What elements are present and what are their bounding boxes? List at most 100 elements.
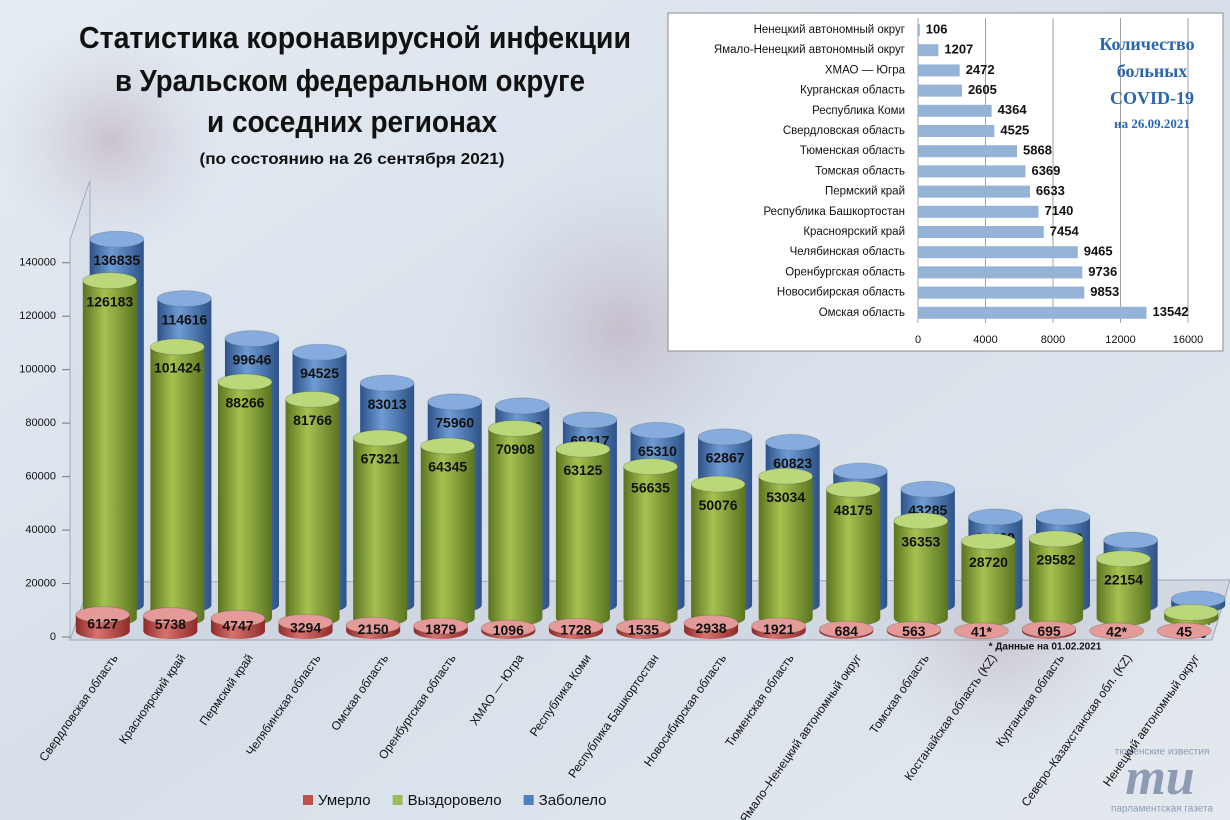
- y-tick-label: Новосибирская область: [777, 287, 905, 299]
- inset-title: больных: [1117, 61, 1188, 81]
- value-label: 4525: [1000, 122, 1029, 137]
- value-label: 2938: [696, 620, 727, 636]
- y-tick-label: Свердловская область: [783, 125, 905, 137]
- value-label: 7140: [1044, 203, 1073, 218]
- value-label: 126183: [86, 293, 133, 309]
- cylinder: [758, 476, 813, 626]
- cylinder-top: [697, 428, 753, 446]
- bar: [918, 266, 1083, 279]
- x-tick-label: 8000: [1041, 334, 1065, 346]
- bar: [918, 286, 1085, 299]
- y-tick-label: 140000: [19, 257, 56, 269]
- inset-title: Количество: [1099, 34, 1194, 54]
- cylinder-top: [142, 607, 198, 625]
- y-tick-label: Оренбургская область: [785, 266, 905, 278]
- value-label: 106: [926, 21, 948, 36]
- cylinder-top: [359, 374, 415, 392]
- bar: [918, 125, 995, 137]
- virus-decoration: [0, 20, 230, 260]
- value-label: 101424: [154, 360, 201, 376]
- value-label: 6633: [1036, 183, 1065, 198]
- y-tick-label: 0: [50, 631, 56, 643]
- bar: [918, 84, 962, 97]
- value-label: 13542: [1153, 304, 1189, 319]
- value-label: 60823: [773, 455, 812, 471]
- x-tick-label: 12000: [1105, 334, 1136, 346]
- cylinder: [1022, 629, 1077, 639]
- cylinder: [1096, 558, 1151, 626]
- cylinder-top: [825, 480, 881, 498]
- cylinder: [285, 399, 340, 626]
- cylinder-top: [1089, 622, 1145, 640]
- subtitle: (по состоянию на 26 сентября 2021): [200, 151, 505, 168]
- value-label: 9853: [1090, 284, 1119, 299]
- value-label: 81766: [293, 412, 332, 428]
- cylinder: [353, 438, 408, 626]
- value-label: 7454: [1050, 223, 1080, 238]
- y-tick-label: 100000: [19, 364, 56, 376]
- legend-label: Умерло: [318, 792, 371, 809]
- cylinder-top: [345, 616, 401, 634]
- cylinder-top: [1163, 603, 1219, 621]
- y-tick-label: 80000: [25, 417, 56, 429]
- cylinder-top: [555, 440, 611, 458]
- bar: [918, 24, 920, 36]
- cylinder-top: [480, 619, 536, 637]
- value-label: 22154: [1104, 571, 1143, 587]
- footnote: * Данные на 01.02.2021: [989, 642, 1102, 653]
- cylinder-top: [548, 617, 604, 635]
- value-label: 50076: [699, 497, 738, 513]
- cylinder: [346, 625, 401, 639]
- cylinder-top: [413, 617, 469, 635]
- value-label: 1207: [944, 42, 973, 57]
- y-tick-label: ХМАО — Югра: [825, 64, 906, 76]
- y-tick-label: Курганская область: [800, 85, 905, 97]
- value-label: 88266: [226, 395, 265, 411]
- y-tick-label: 40000: [25, 524, 56, 536]
- cylinder: [1164, 612, 1219, 626]
- y-tick-label: Республика Коми: [812, 105, 905, 117]
- cylinder-top: [1103, 531, 1159, 549]
- cylinder: [481, 628, 536, 639]
- value-label: 5738: [155, 616, 186, 632]
- value-label: 684: [835, 623, 859, 639]
- cylinder-top: [967, 508, 1023, 526]
- cylinder-top: [630, 421, 685, 439]
- bar: [918, 145, 1018, 158]
- y-tick-label: Пермский край: [825, 186, 905, 198]
- bar: [918, 64, 960, 77]
- cylinder: [684, 623, 739, 639]
- value-label: 1728: [560, 621, 591, 637]
- bar: [918, 104, 992, 117]
- cylinder-top: [690, 475, 746, 493]
- inset-chart: 0 4000 8000 12000 16000 Ненецкий автономный о…: [714, 18, 1203, 346]
- cylinder: [886, 629, 941, 639]
- value-label: 563: [902, 623, 926, 639]
- cylinder: [217, 382, 272, 626]
- cylinder-top: [89, 230, 145, 248]
- value-label: 2605: [968, 82, 997, 97]
- legend-label: Заболело: [539, 792, 607, 809]
- cylinder: [961, 541, 1016, 626]
- cylinder-top: [278, 613, 334, 631]
- cylinder: [82, 280, 137, 626]
- cylinder-top: [893, 512, 949, 530]
- cylinder-top: [352, 429, 408, 447]
- logo-text: тюменские известия: [1115, 747, 1210, 758]
- bar: [918, 185, 1030, 198]
- cylinder: [623, 466, 678, 626]
- value-label: 56635: [631, 479, 670, 495]
- cylinder-top: [427, 393, 483, 411]
- cylinder-top: [886, 620, 942, 638]
- cylinder-top: [487, 419, 543, 437]
- legend-label: Выздоровело: [408, 792, 502, 809]
- inset-subtitle: на 26.09.2021: [1114, 116, 1190, 131]
- y-tick-label: Омская область: [819, 307, 905, 319]
- value-label: 64345: [428, 459, 467, 475]
- cylinder-top: [900, 480, 956, 498]
- value-label: 136835: [93, 252, 140, 268]
- y-tick-label: Красноярский край: [803, 226, 905, 238]
- cylinder-top: [217, 373, 273, 391]
- cylinder-top: [149, 338, 205, 356]
